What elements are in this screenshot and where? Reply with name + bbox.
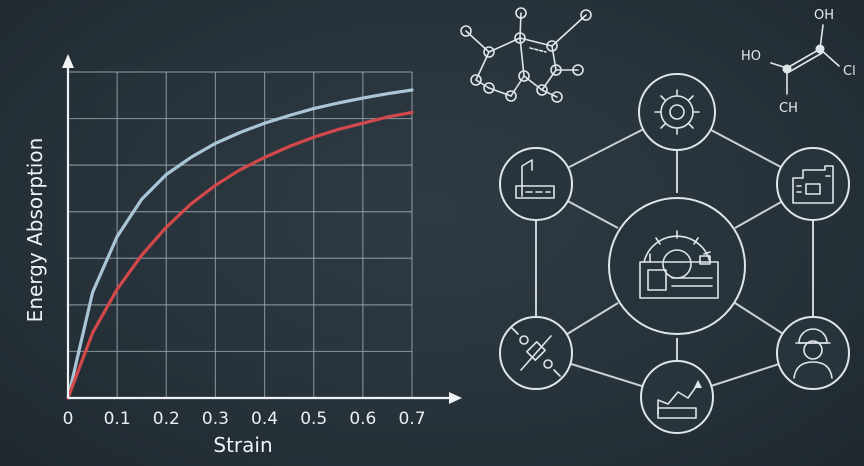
molecule-structural-formula: OH HO Cl CH <box>741 8 856 116</box>
x-tick-label: 0.4 <box>251 409 278 429</box>
x-tick-labels: 0 0.1 0.2 0.3 0.4 0.5 0.6 0.7 <box>63 409 426 429</box>
x-tick-label: 0 <box>63 409 74 429</box>
lab-equipment-icon <box>499 147 573 221</box>
series-line-2 <box>66 110 414 400</box>
industrial-plant-icon <box>776 147 850 221</box>
engineer-icon <box>776 316 850 390</box>
x-tick-label: 0.3 <box>202 409 229 429</box>
x-tick-label: 0.6 <box>349 409 376 429</box>
x-axis-title: Strain <box>213 433 272 457</box>
chart-axes <box>62 54 462 404</box>
factory-gear-icon <box>608 197 746 335</box>
y-axis-arrow-icon <box>62 54 74 68</box>
chem-label-ho: HO <box>741 49 761 64</box>
x-tick-label: 0.5 <box>300 409 327 429</box>
x-axis-arrow-icon <box>449 392 462 404</box>
chem-label-ch: CH <box>779 101 798 116</box>
chart-growth-icon <box>640 360 714 434</box>
industry-network-diagram <box>499 73 850 434</box>
molecule-ring-diagram <box>460 7 592 103</box>
chart-grid <box>68 71 413 398</box>
energy-strain-chart: 0 0.1 0.2 0.3 0.4 0.5 0.6 0.7 Strain Energy Abs… <box>23 54 462 457</box>
gear-icon <box>638 73 716 151</box>
chem-label-oh: OH <box>814 8 834 23</box>
y-axis-title: Energy Absorption <box>23 138 47 323</box>
x-tick-label: 0.1 <box>104 409 131 429</box>
x-tick-label: 0.2 <box>153 409 180 429</box>
chart-series <box>66 88 414 400</box>
chem-label-cl: Cl <box>843 64 856 79</box>
x-tick-label: 0.7 <box>398 409 425 429</box>
satellite-icon <box>499 316 573 390</box>
